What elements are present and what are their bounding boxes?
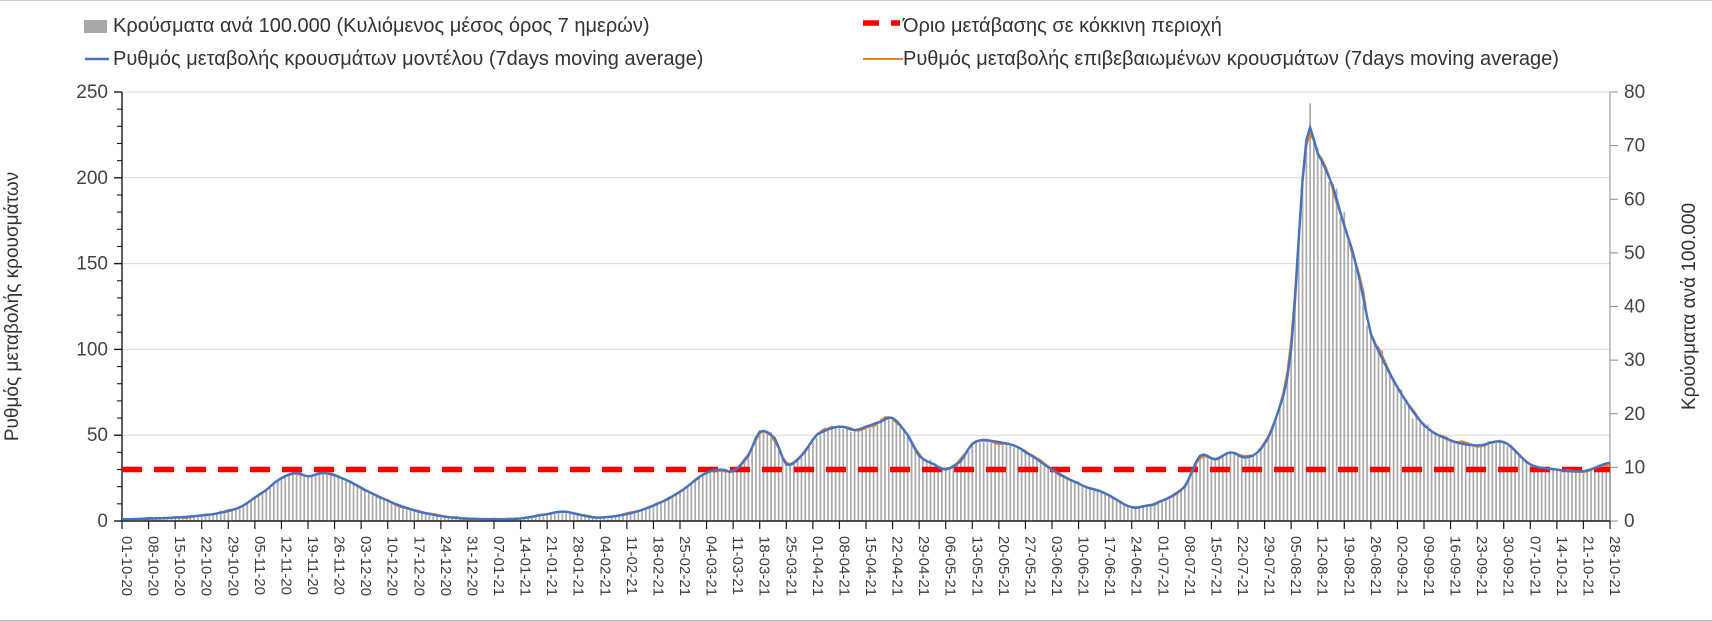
svg-text:27-05-21: 27-05-21 [1021,536,1038,596]
svg-text:200: 200 [76,168,108,189]
svg-text:08-07-21: 08-07-21 [1181,536,1198,596]
svg-text:09-09-21: 09-09-21 [1420,536,1437,596]
svg-text:14-10-21: 14-10-21 [1553,536,1570,596]
svg-text:13-05-21: 13-05-21 [968,536,985,596]
svg-text:12-11-20: 12-11-20 [277,536,294,595]
svg-text:29-07-21: 29-07-21 [1261,536,1278,596]
svg-text:50: 50 [1624,243,1645,264]
svg-text:20: 20 [1624,404,1645,425]
svg-text:08-04-21: 08-04-21 [835,536,852,596]
svg-text:21-10-21: 21-10-21 [1579,536,1596,596]
svg-text:26-11-20: 26-11-20 [331,536,348,595]
svg-text:11-03-21: 11-03-21 [729,536,746,595]
svg-text:15-10-20: 15-10-20 [171,536,188,596]
svg-text:22-07-21: 22-07-21 [1234,536,1251,596]
svg-text:08-10-20: 08-10-20 [145,536,162,596]
svg-text:04-03-21: 04-03-21 [703,536,720,596]
svg-text:40: 40 [1624,297,1645,318]
svg-text:30: 30 [1624,350,1645,371]
svg-text:15-04-21: 15-04-21 [862,536,879,596]
svg-text:05-11-20: 05-11-20 [251,536,268,595]
svg-text:10: 10 [1624,457,1645,478]
svg-text:01-10-20: 01-10-20 [118,536,135,596]
svg-text:80: 80 [1624,82,1645,103]
svg-text:28-10-21: 28-10-21 [1606,536,1623,596]
svg-text:20-05-21: 20-05-21 [995,536,1012,596]
svg-text:22-10-20: 22-10-20 [198,536,215,596]
svg-text:26-08-21: 26-08-21 [1367,536,1384,596]
svg-text:25-02-21: 25-02-21 [676,536,693,596]
svg-text:19-11-20: 19-11-20 [304,536,321,595]
svg-text:14-01-21: 14-01-21 [517,536,534,596]
svg-text:03-06-21: 03-06-21 [1048,536,1065,596]
svg-text:24-06-21: 24-06-21 [1128,536,1145,596]
svg-text:17-06-21: 17-06-21 [1101,536,1118,596]
svg-text:03-12-20: 03-12-20 [357,536,374,596]
svg-text:01-07-21: 01-07-21 [1154,536,1171,596]
svg-text:70: 70 [1624,136,1645,157]
svg-text:0: 0 [97,511,108,532]
svg-text:10-12-20: 10-12-20 [384,536,401,596]
svg-text:100: 100 [76,339,108,360]
svg-text:31-12-20: 31-12-20 [463,536,480,596]
svg-text:50: 50 [87,425,108,446]
svg-text:17-12-20: 17-12-20 [410,536,427,596]
svg-text:18-02-21: 18-02-21 [649,536,666,596]
svg-text:01-04-21: 01-04-21 [809,536,826,596]
svg-text:Όριο μετάβασης σε κόκκινη περι: Όριο μετάβασης σε κόκκινη περιοχή [902,15,1222,37]
svg-text:12-08-21: 12-08-21 [1314,536,1331,596]
svg-text:30-09-21: 30-09-21 [1500,536,1517,596]
svg-text:06-05-21: 06-05-21 [942,536,959,596]
svg-text:02-09-21: 02-09-21 [1393,536,1410,596]
svg-text:21-01-21: 21-01-21 [543,536,560,596]
svg-text:23-09-21: 23-09-21 [1473,536,1490,596]
svg-text:10-06-21: 10-06-21 [1075,536,1092,596]
svg-text:25-03-21: 25-03-21 [782,536,799,596]
svg-text:150: 150 [76,254,108,275]
svg-text:04-02-21: 04-02-21 [596,536,613,596]
svg-text:29-10-20: 29-10-20 [224,536,241,596]
svg-text:18-03-21: 18-03-21 [756,536,773,596]
svg-text:16-09-21: 16-09-21 [1447,536,1464,596]
svg-text:11-02-21: 11-02-21 [623,536,640,595]
svg-text:Ρυθμός μεταβολής επιβεβαιωμένω: Ρυθμός μεταβολής επιβεβαιωμένων κρουσμάτ… [903,48,1559,70]
svg-text:15-07-21: 15-07-21 [1207,536,1224,596]
svg-text:Ρυθμός μεταβολής κρουσμάτων μο: Ρυθμός μεταβολής κρουσμάτων μοντέλου (7d… [113,48,703,70]
svg-text:05-08-21: 05-08-21 [1287,536,1304,596]
svg-text:19-08-21: 19-08-21 [1340,536,1357,596]
svg-text:0: 0 [1624,511,1635,532]
svg-text:28-01-21: 28-01-21 [570,536,587,596]
svg-text:Κρούσματα ανά 100.000: Κρούσματα ανά 100.000 [1679,203,1700,410]
svg-text:Ρυθμός μεταβολής κρουσμάτων: Ρυθμός μεταβολής κρουσμάτων [2,172,23,441]
svg-text:60: 60 [1624,189,1645,210]
svg-text:Κρούσματα ανά 100.000 (Κυλιόμε: Κρούσματα ανά 100.000 (Κυλιόμενος μέσος … [113,15,650,37]
svg-text:29-04-21: 29-04-21 [915,536,932,596]
svg-text:22-04-21: 22-04-21 [889,536,906,596]
svg-text:07-10-21: 07-10-21 [1526,536,1543,596]
svg-text:250: 250 [76,82,108,103]
svg-text:07-01-21: 07-01-21 [490,536,507,596]
svg-text:24-12-20: 24-12-20 [437,536,454,596]
